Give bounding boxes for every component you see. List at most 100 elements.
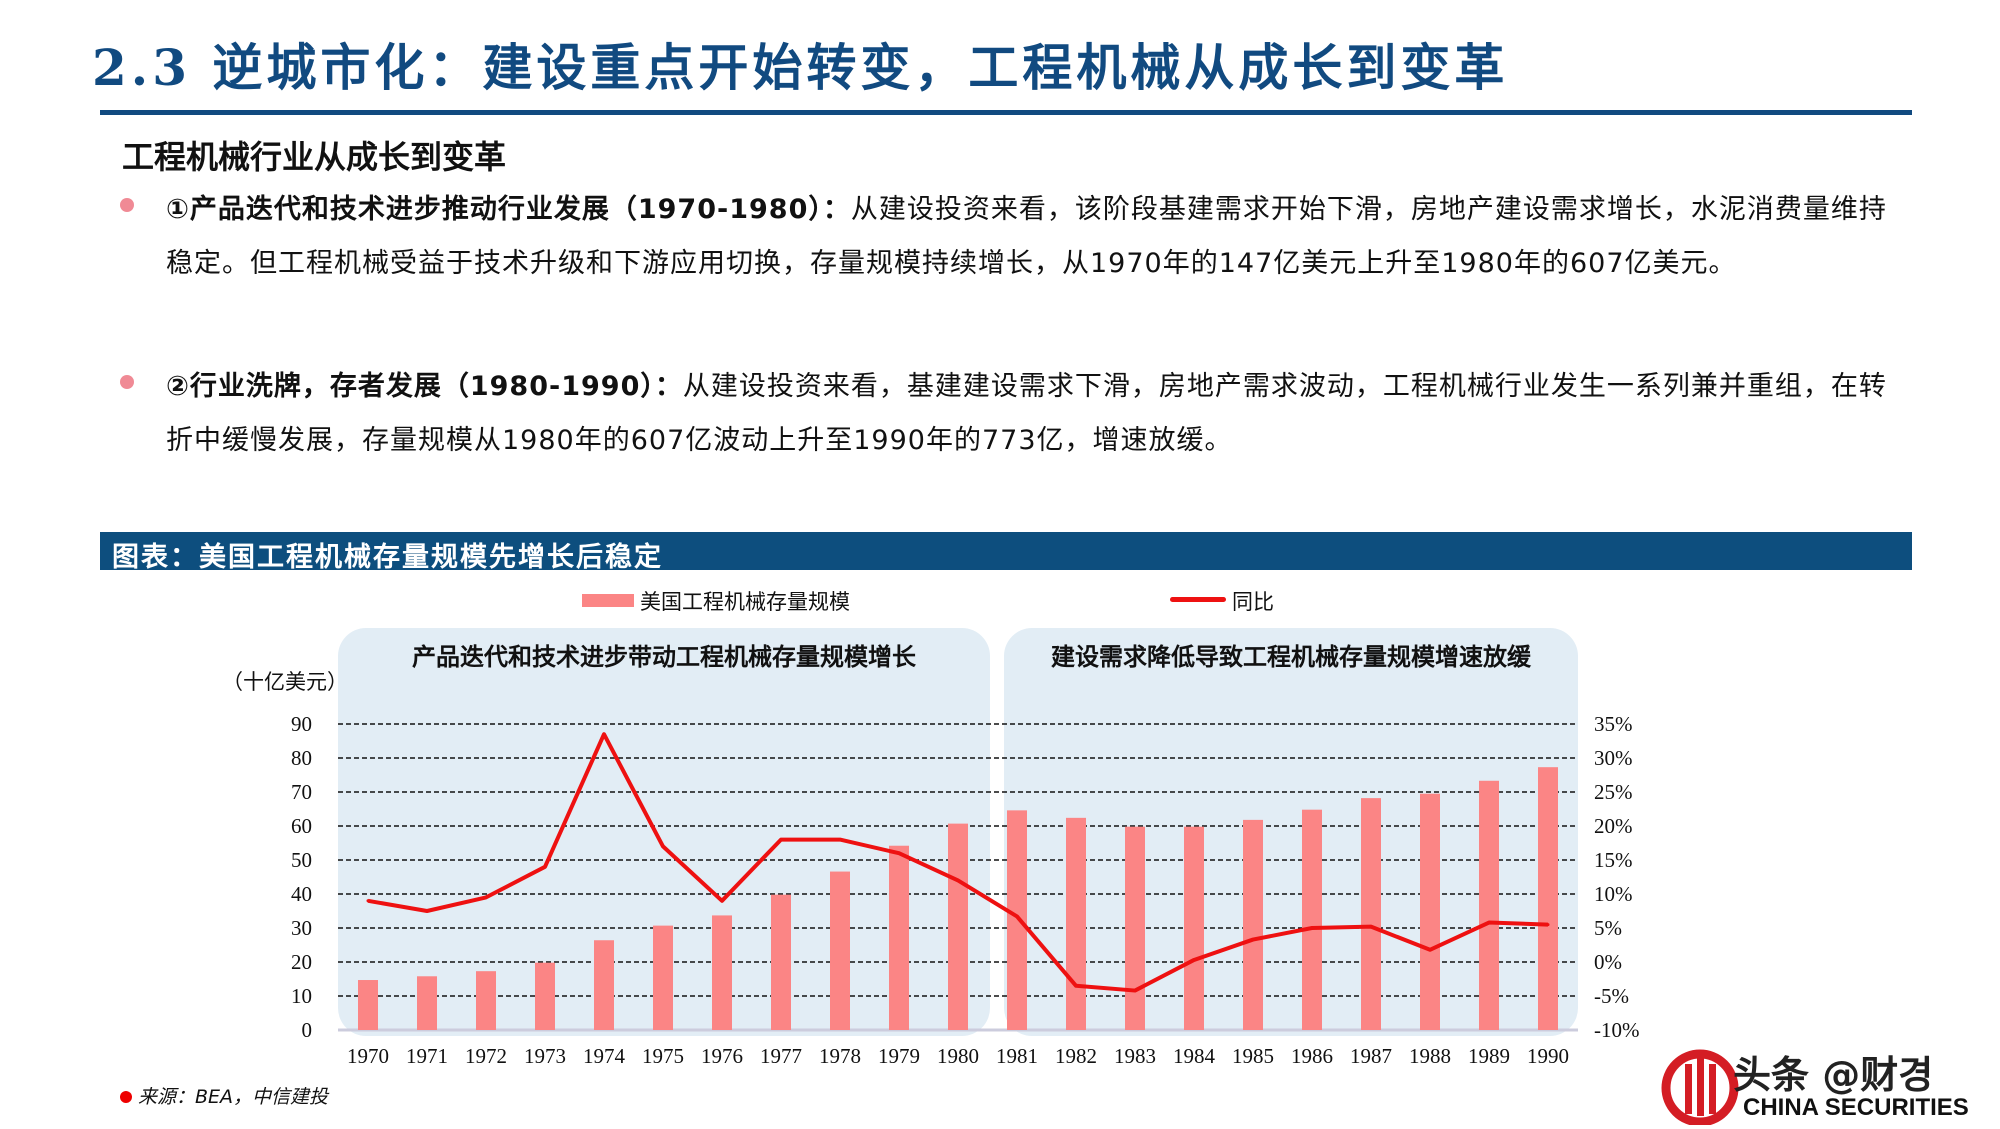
y2-tick-label: -10% [1594, 1018, 1640, 1042]
x-tick-label: 1988 [1409, 1044, 1451, 1068]
bullet-icon [120, 198, 134, 212]
x-tick-label: 1977 [760, 1044, 802, 1068]
bullet-lead: ②行业洗牌，存者发展（1980-1990）： [166, 371, 683, 402]
yoy-point [897, 851, 901, 855]
y-tick-label: 70 [291, 780, 312, 804]
x-tick-label: 1978 [819, 1044, 861, 1068]
x-tick-label: 1973 [524, 1044, 566, 1068]
china-securities-logo: 头条 @财경 CHINA SECURITIES [1655, 1048, 1995, 1127]
x-tick-label: 1976 [701, 1044, 743, 1068]
y-tick-label: 40 [291, 882, 312, 906]
y-axis-unit: （十亿美元） [222, 670, 348, 694]
y2-tick-label: 15% [1594, 848, 1633, 872]
y2-tick-label: 10% [1594, 882, 1633, 906]
x-tick-label: 1990 [1527, 1044, 1569, 1068]
legend-bar-label: 美国工程机械存量规模 [640, 590, 850, 614]
yoy-point [543, 865, 547, 869]
y2-tick-label: 30% [1594, 746, 1633, 770]
yoy-point [720, 899, 724, 903]
page-title: 2.3 逆城市化：建设重点开始转变，工程机械从成长到变革 [92, 38, 1509, 97]
bar [1538, 767, 1558, 1030]
yoy-point [1015, 914, 1019, 918]
logo-text: CHINA SECURITIES [1743, 1094, 1969, 1121]
bar [594, 940, 614, 1030]
bar [830, 871, 850, 1030]
bar [771, 894, 791, 1030]
x-tick-label: 1983 [1114, 1044, 1156, 1068]
x-tick-label: 1985 [1232, 1044, 1274, 1068]
yoy-point [661, 844, 665, 848]
yoy-point [425, 909, 429, 913]
legend-line-label: 同比 [1232, 590, 1274, 614]
x-tick-label: 1984 [1173, 1044, 1216, 1068]
y2-tick-label: 5% [1594, 916, 1622, 940]
yoy-point [779, 838, 783, 842]
bar [1243, 819, 1263, 1030]
y-tick-label: 60 [291, 814, 312, 838]
bar [1302, 809, 1322, 1030]
y2-tick-label: 0% [1594, 950, 1622, 974]
watermark-text: 头条 @财경 [1733, 1053, 1934, 1097]
x-tick-label: 1970 [347, 1044, 389, 1068]
yoy-point [1192, 958, 1196, 962]
bullet-paragraph-1: ①产品迭代和技术进步推动行业发展（1970-1980）：从建设投资来看，该阶段基… [166, 183, 1906, 291]
bar [1361, 798, 1381, 1030]
y-tick-label: 50 [291, 848, 312, 872]
y2-tick-label: 20% [1594, 814, 1633, 838]
bar [1420, 793, 1440, 1030]
yoy-point [366, 899, 370, 903]
yoy-point [838, 838, 842, 842]
source-text: 来源：BEA，中信建投 [138, 1086, 329, 1108]
yoy-point [1487, 921, 1491, 925]
logo-emblem-icon [1661, 1049, 1739, 1127]
bullet-lead: ①产品迭代和技术进步推动行业发展（1970-1980）： [166, 194, 851, 225]
bullet-body: 从建设投资来看，该阶段基建需求开始下滑，房地产建设需求增长，水泥消费量维持稳定。… [166, 194, 1887, 279]
y2-tick-label: 35% [1594, 712, 1633, 736]
source-bullet-icon [120, 1091, 132, 1103]
y-tick-label: 80 [291, 746, 312, 770]
x-tick-label: 1987 [1350, 1044, 1392, 1068]
x-tick-label: 1981 [996, 1044, 1038, 1068]
yoy-point [1369, 925, 1373, 929]
bar [889, 845, 909, 1030]
bar [1066, 817, 1086, 1030]
bullet-paragraph-2: ②行业洗牌，存者发展（1980-1990）：从建设投资来看，基建建设需求下滑，房… [166, 360, 1906, 468]
source-note: 来源：BEA，中信建投 [120, 1082, 328, 1109]
x-tick-label: 1986 [1291, 1044, 1333, 1068]
x-tick-label: 1972 [465, 1044, 507, 1068]
x-tick-label: 1989 [1468, 1044, 1510, 1068]
legend-line-swatch [1170, 597, 1226, 602]
legend-bar-swatch [582, 594, 634, 607]
y-tick-label: 20 [291, 950, 312, 974]
bar [1184, 826, 1204, 1030]
y-tick-label: 10 [291, 984, 312, 1008]
chart-header-title: 图表：美国工程机械存量规模先增长后稳定 [112, 542, 663, 573]
bar [1479, 780, 1499, 1030]
bullet-body: 从建设投资来看，基建建设需求下滑，房地产需求波动，工程机械行业发生一系列兼并重组… [166, 371, 1887, 456]
bar [358, 980, 378, 1030]
x-tick-label: 1974 [583, 1044, 626, 1068]
title-divider [100, 110, 1912, 115]
bar [653, 925, 673, 1030]
yoy-point [1133, 989, 1137, 993]
bar [417, 976, 437, 1030]
bar [476, 971, 496, 1030]
yoy-point [1074, 984, 1078, 988]
bar [948, 823, 968, 1030]
yoy-point [1428, 948, 1432, 952]
y2-tick-label: -5% [1594, 984, 1629, 1008]
x-tick-label: 1979 [878, 1044, 920, 1068]
chart-header-bar: 图表：美国工程机械存量规模先增长后稳定 [100, 532, 1912, 573]
section-heading: 工程机械行业从成长到变革 [122, 138, 507, 176]
yoy-point [1546, 923, 1550, 927]
bar [535, 962, 555, 1030]
y2-tick-label: 25% [1594, 780, 1633, 804]
yoy-point [956, 878, 960, 882]
yoy-point [484, 895, 488, 899]
x-tick-label: 1975 [642, 1044, 684, 1068]
annotation-title-1: 产品迭代和技术进步带动工程机械存量规模增长 [412, 643, 916, 671]
x-tick-label: 1980 [937, 1044, 979, 1068]
yoy-point [1310, 926, 1314, 930]
annotation-title-2: 建设需求降低导致工程机械存量规模增速放缓 [1051, 643, 1531, 671]
